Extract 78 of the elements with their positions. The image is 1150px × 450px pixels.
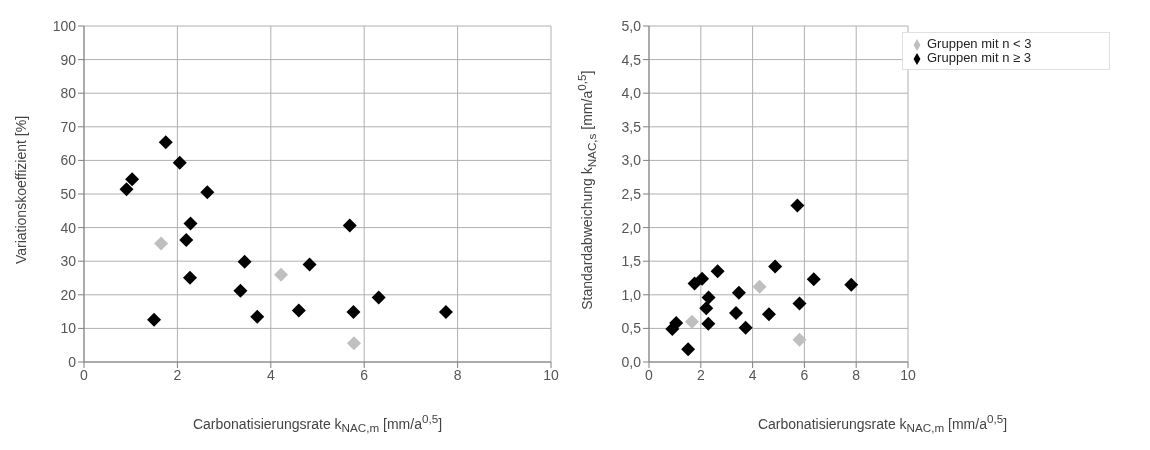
point <box>200 185 215 200</box>
point <box>342 218 357 233</box>
point <box>752 279 767 294</box>
point <box>346 336 361 351</box>
y-tick-label: 100 <box>52 17 77 34</box>
point <box>302 257 317 272</box>
x-tick-label: 6 <box>800 366 809 383</box>
x-tick-label: 10 <box>543 366 559 383</box>
point <box>761 307 776 322</box>
point <box>438 304 453 319</box>
y-axis-title: Variationskoeffizient [%] <box>13 115 29 265</box>
point <box>237 254 252 269</box>
y-tick-label: 50 <box>60 185 77 202</box>
y-tick-label: 10 <box>60 320 77 337</box>
y-tick-label: 30 <box>60 253 77 270</box>
point <box>183 216 198 231</box>
point <box>172 155 187 170</box>
x-tick-label: 6 <box>360 366 369 383</box>
y-tick-label: 1,5 <box>621 253 642 270</box>
point <box>291 303 306 318</box>
point <box>844 277 859 292</box>
point <box>792 332 807 347</box>
y-tick-label: 80 <box>60 85 77 102</box>
point <box>792 296 807 311</box>
x-axis-title: Carbonatisierungsrate k$_{NAC,m}$ [mm/a$^{0,5}$] <box>756 411 1009 434</box>
x-tick-label: 8 <box>852 366 861 383</box>
point <box>346 304 361 319</box>
legend-label: Gruppen mit n < 3 <box>927 36 1032 51</box>
x-tick-label: 2 <box>696 366 705 383</box>
y-tick-label: 0 <box>68 353 77 370</box>
x-tick-label: 0 <box>645 366 654 383</box>
y-tick-label: 70 <box>60 118 77 135</box>
point <box>158 135 173 150</box>
x-tick-label: 4 <box>266 366 275 383</box>
x-axis-title: Carbonatisierungsrate k$_{NAC,m}$ [mm/a$^{0,5}$] <box>191 411 444 434</box>
y-tick-label: 0,5 <box>621 320 642 337</box>
point <box>371 290 386 305</box>
y-tick-label: 5,0 <box>621 17 642 34</box>
x-tick-label: 0 <box>80 366 89 383</box>
y-tick-label: 2,0 <box>621 219 642 236</box>
y-tick-label: 60 <box>60 152 77 169</box>
point <box>274 267 289 282</box>
y-tick-label: 3,0 <box>621 152 642 169</box>
point <box>233 283 248 298</box>
point <box>250 309 265 324</box>
x-tick-label: 2 <box>173 366 182 383</box>
point <box>701 290 716 305</box>
y-tick-label: 40 <box>60 219 77 236</box>
point <box>738 320 753 335</box>
point <box>695 271 710 286</box>
point <box>681 342 696 357</box>
y-tick-label: 1,0 <box>621 286 642 303</box>
point <box>806 272 821 287</box>
point <box>701 316 716 331</box>
point <box>710 264 725 279</box>
point <box>147 312 162 327</box>
point <box>684 314 699 329</box>
point <box>125 172 140 187</box>
x-tick-label: 8 <box>453 366 462 383</box>
y-tick-label: 20 <box>60 286 77 303</box>
point <box>183 270 198 285</box>
point <box>729 305 744 320</box>
point <box>768 259 783 274</box>
point <box>790 198 805 213</box>
point <box>119 182 134 197</box>
legend-label: Gruppen mit n ≥ 3 <box>927 50 1031 65</box>
point <box>154 236 169 251</box>
point <box>731 285 746 300</box>
point <box>699 301 714 316</box>
y-tick-label: 3,5 <box>621 118 642 135</box>
y-tick-label: 2,5 <box>621 185 642 202</box>
x-tick-label: 10 <box>900 366 916 383</box>
point <box>179 233 194 248</box>
y-tick-label: 4,5 <box>621 51 642 68</box>
y-tick-label: 0,0 <box>621 353 642 370</box>
y-tick-label: 4,0 <box>621 85 642 102</box>
y-tick-label: 90 <box>60 51 77 68</box>
x-tick-label: 4 <box>748 366 757 383</box>
